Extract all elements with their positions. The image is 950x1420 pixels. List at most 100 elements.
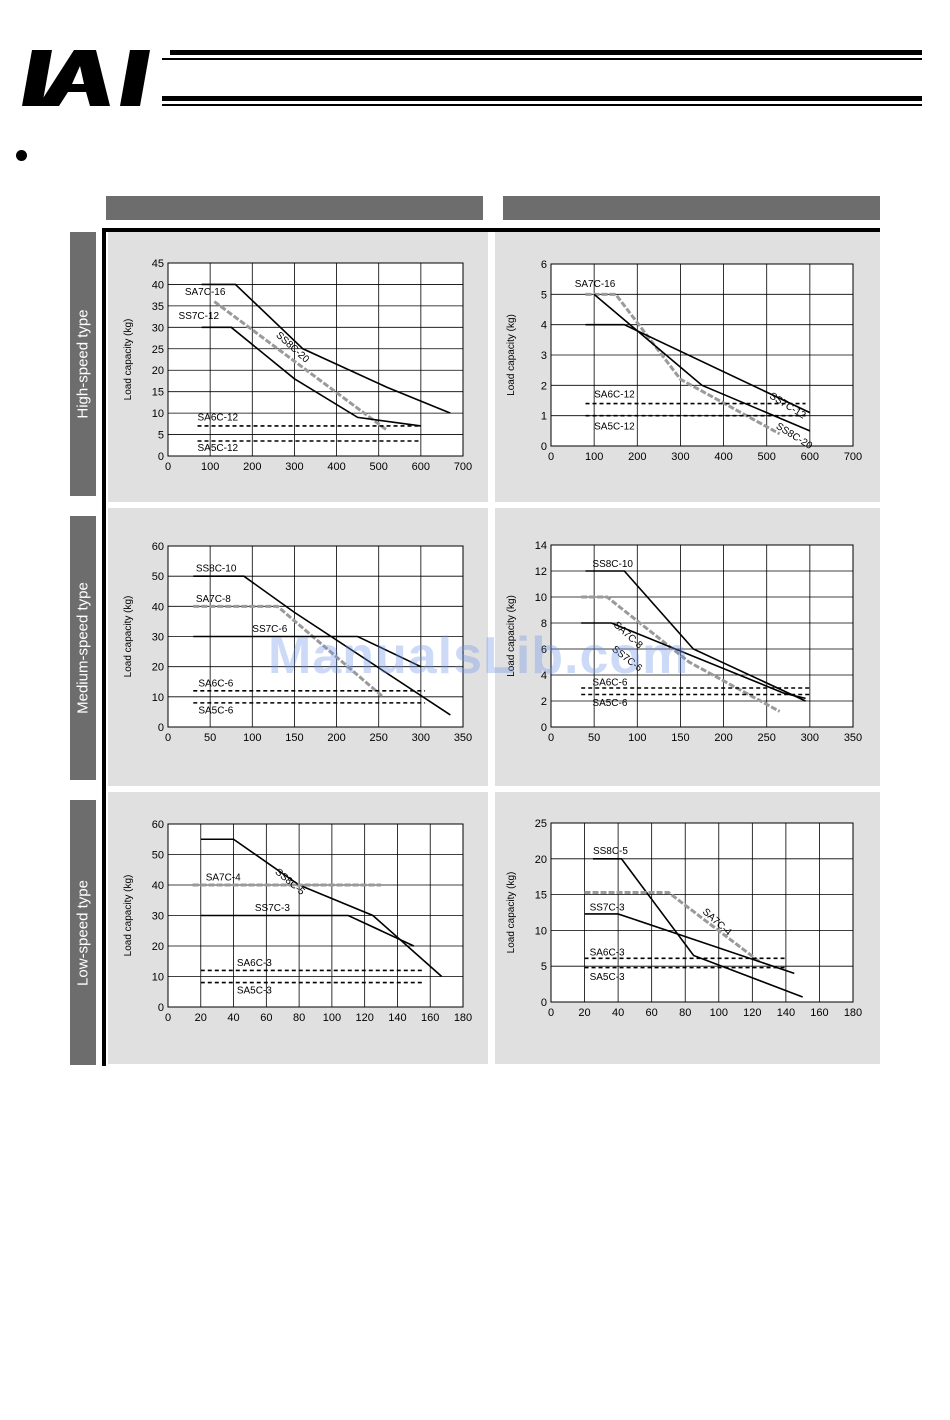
series-line-sa7c-8 [193,604,384,698]
grid-frame-left [102,228,106,1066]
series-label: SS7C-12 [179,311,220,322]
series-label: SS7C-3 [590,902,625,913]
x-tick-label: 50 [204,732,216,744]
series-label: SA5C-6 [592,698,627,709]
y-tick-label: 6 [541,259,547,271]
series-line-ss8c-5 [592,858,803,998]
x-tick-label: 300 [412,732,430,744]
row-label-text: High-speed type [74,309,92,419]
series-line-ss7c-12 [585,323,811,414]
y-tick-label: 10 [535,592,547,604]
series-label: SA6C-6 [198,678,233,689]
row-label-text: Medium-speed type [74,582,92,714]
x-tick-label: 100 [710,1007,728,1019]
series-line-ss7c-6 [193,635,422,668]
x-tick-label: 300 [801,732,819,744]
x-tick-label: 500 [758,451,776,463]
x-tick-label: 100 [323,1012,341,1024]
y-axis-label: Load capacity (kg) [506,872,517,954]
x-tick-label: 140 [777,1007,795,1019]
chart-low-speed-right: 0 20 40 60 80 100 120 140 160 180 0 5 10 15 20 25 Load c… [506,818,862,1019]
y-tick-label: 10 [535,925,547,937]
series-label: SS8C-5 [593,846,628,857]
chart-panel-high-left: 0 100 200 300 400 500 600 700 0 5 10 15 20 25 30 35 40 45… [108,232,488,502]
x-tick-label: 400 [714,451,732,463]
y-axis-label: Load capacity (kg) [123,319,134,401]
series-label: SA5C-12 [594,421,635,432]
chart-panel-low-left: 0 20 40 60 80 100 120 140 160 180 0 10 20 30 40 50 60 Loa… [108,792,488,1064]
y-tick-label: 10 [152,692,164,704]
series-label: SS8C-10 [592,559,633,570]
y-tick-label: 2 [541,380,547,392]
series-line-ss8c-20 [593,293,811,432]
y-axis-label: Load capacity (kg) [506,595,517,677]
x-tick-label: 0 [165,1012,171,1024]
plot-area [550,544,854,728]
x-tick-label: 150 [671,732,689,744]
series-label: SA5C-3 [237,985,272,996]
y-tick-label: 1 [541,411,547,423]
y-tick-label: 20 [152,662,164,674]
x-tick-label: 150 [285,732,303,744]
x-tick-label: 80 [679,1007,691,1019]
x-tick-label: 120 [355,1012,373,1024]
x-tick-label: 300 [285,461,303,473]
y-tick-label: 8 [541,618,547,630]
y-tick-label: 10 [152,408,164,420]
series-label: SA7C-8 [196,594,231,605]
series-label: SA6C-3 [237,958,272,969]
chart-panel-low-right: 0 20 40 60 80 100 120 140 160 180 0 5 10 15 20 25 Load c… [495,792,880,1064]
y-tick-label: 5 [541,961,547,973]
y-axis-label: Load capacity (kg) [506,314,517,396]
series-label: SS8C-10 [196,564,237,575]
y-tick-label: 0 [158,451,164,463]
row-label-medium-speed: Medium-speed type [70,516,96,780]
x-tick-label: 20 [578,1007,590,1019]
series-line-ss8c-10 [585,570,806,702]
x-tick-label: 160 [421,1012,439,1024]
series-line-ss7c-3 [584,913,795,975]
plot-area [550,822,854,1003]
y-tick-label: 5 [158,430,164,442]
chart-panel-medium-left: 0 50 100 150 200 250 300 350 0 10 20 30 40 50 60 Load c… [108,508,488,786]
row-label-text: Low-speed type [74,879,92,986]
plot-area [167,262,464,457]
x-tick-label: 700 [844,451,862,463]
y-tick-label: 3 [541,350,547,362]
series-line-ss7c-12 [201,326,421,427]
iai-logo [22,50,150,106]
x-tick-label: 500 [370,461,388,473]
y-tick-label: 0 [541,441,547,453]
y-tick-label: 0 [158,722,164,734]
x-tick-label: 600 [412,461,430,473]
y-tick-label: 50 [152,850,164,862]
y-tick-label: 35 [152,301,164,313]
x-tick-label: 0 [548,451,554,463]
series-label: SA5C-12 [198,443,239,454]
y-axis-label: Load capacity (kg) [123,596,134,678]
x-tick-label: 160 [810,1007,828,1019]
x-tick-label: 50 [588,732,600,744]
y-tick-label: 15 [535,890,547,902]
x-tick-label: 200 [628,451,646,463]
y-tick-label: 15 [152,387,164,399]
series-line-sa7c-16 [213,300,389,432]
series-label: SA6C-12 [594,389,635,400]
y-tick-label: 60 [152,541,164,553]
series-label: SA7C-4 [206,872,241,883]
column-header-left [106,196,483,220]
bullet-icon [16,150,27,161]
x-tick-label: 200 [714,732,732,744]
y-tick-label: 50 [152,571,164,583]
chart-panel-high-right: 0 100 200 300 400 500 600 700 0 1 2 3 4 5 6 Load capaci… [495,232,880,502]
y-tick-label: 10 [152,972,164,984]
x-tick-label: 700 [454,461,472,473]
x-tick-label: 20 [195,1012,207,1024]
x-tick-label: 100 [585,451,603,463]
series-label: SA6C-12 [198,412,239,423]
y-tick-label: 60 [152,819,164,831]
series-label: SA5C-3 [590,972,625,983]
x-tick-label: 600 [801,451,819,463]
x-tick-label: 100 [628,732,646,744]
x-tick-label: 350 [844,732,862,744]
